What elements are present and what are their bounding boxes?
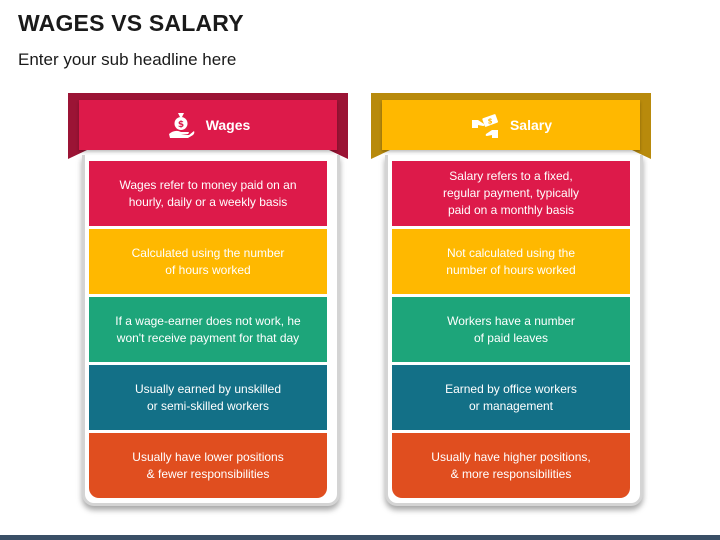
salary-header-label: Salary [509, 117, 553, 133]
page-title: WAGES VS SALARY [18, 10, 244, 36]
wages-row-2: Calculated using the number of hours wor… [89, 229, 327, 294]
salary-row-2: Not calculated using the number of hours… [392, 229, 630, 294]
salary-column: $ Salary Salary refers to a fixed, regul… [371, 93, 651, 509]
salary-row-3: Workers have a number of paid leaves [392, 297, 630, 362]
wages-rows: Wages refer to money paid on an hourly, … [89, 161, 327, 498]
wages-row-5: Usually have lower positions & fewer res… [89, 433, 327, 498]
svg-text:$: $ [178, 120, 184, 130]
hand-money-transfer-icon: $ [470, 110, 500, 140]
salary-row-1: Salary refers to a fixed, regular paymen… [392, 161, 630, 226]
wages-column: $ Wages Wages refer to money paid on an … [68, 93, 348, 509]
page-subtitle: Enter your sub headline here [18, 50, 237, 69]
salary-row-4: Earned by office workers or management [392, 365, 630, 430]
wages-header: $ Wages [79, 100, 337, 150]
svg-text:$: $ [488, 118, 493, 126]
bottom-band [0, 535, 720, 540]
wages-row-1: Wages refer to money paid on an hourly, … [89, 161, 327, 226]
money-bag-hand-icon: $ [166, 110, 196, 140]
wages-row-4: Usually earned by unskilled or semi-skil… [89, 365, 327, 430]
salary-header: $ Salary [382, 100, 640, 150]
wages-header-label: Wages [205, 117, 251, 133]
salary-rows: Salary refers to a fixed, regular paymen… [392, 161, 630, 498]
salary-row-5: Usually have higher positions, & more re… [392, 433, 630, 498]
wages-row-3: If a wage-earner does not work, he won't… [89, 297, 327, 362]
